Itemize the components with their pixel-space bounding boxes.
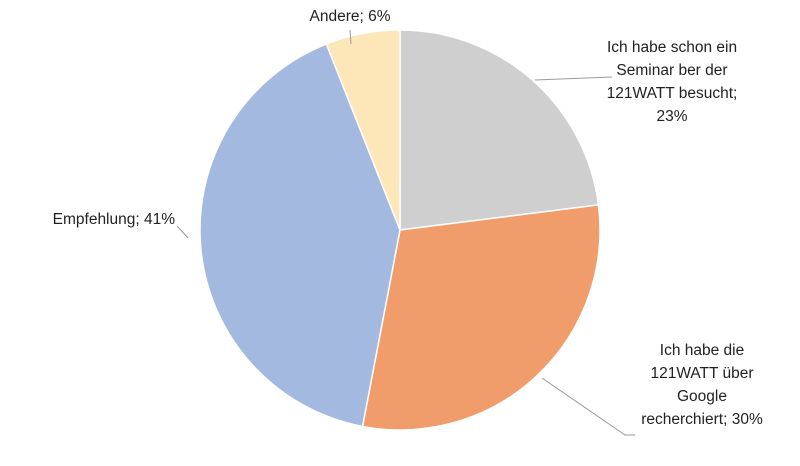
slices-layer	[199, 29, 601, 431]
slice-label-1: Ich habe die 121WATT über Google recherchie…	[641, 342, 763, 428]
slice-label-0-line-0: Ich habe schon ein	[607, 39, 737, 56]
labels-layer: Ich habe schon ein Seminar ber der 121WATT…	[53, 8, 763, 428]
slice-label-3-line-0: Andere; 6%	[310, 8, 391, 25]
pie-slice-0	[399, 29, 600, 231]
slice-label-3: Andere; 6%	[310, 8, 391, 25]
slice-label-1-line-2: Google	[677, 388, 727, 405]
pie-slice-2	[199, 43, 401, 428]
leader-line-1	[541, 377, 635, 436]
slice-label-0-line-3: 23%	[656, 108, 687, 125]
slice-label-1-line-1: 121WATT über	[650, 365, 753, 382]
slice-label-1-line-3: recherchiert; 30%	[641, 411, 763, 428]
slice-label-0: Ich habe schon ein Seminar ber der 121WATT…	[607, 39, 738, 125]
slice-label-0-line-1: Seminar ber der	[616, 62, 727, 79]
leader-lines-layer	[176, 29, 635, 436]
slice-label-1-line-0: Ich habe die	[660, 342, 744, 359]
pie-slice-3	[325, 29, 401, 231]
slice-label-2-line-0: Empfehlung; 41%	[53, 211, 176, 228]
slice-label-2: Empfehlung; 41%	[53, 211, 176, 228]
pie-slice-1	[361, 204, 601, 431]
leader-line-2	[176, 225, 189, 239]
leader-line-3	[349, 29, 352, 45]
leader-line-0	[534, 76, 613, 81]
slice-label-0-line-2: 121WATT besucht;	[607, 85, 738, 102]
